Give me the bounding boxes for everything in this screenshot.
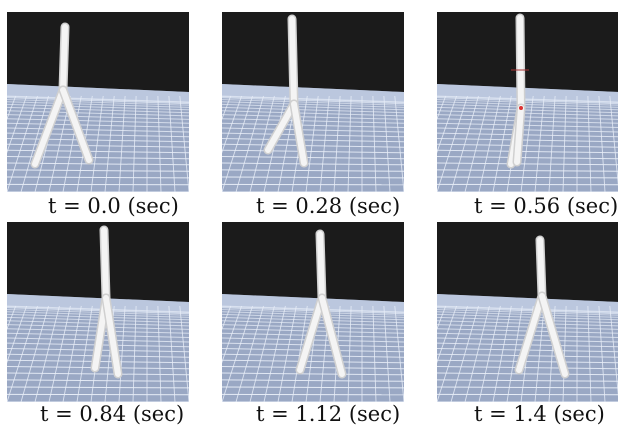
torso-stick	[63, 27, 65, 90]
frame-caption: t = 1.12 (sec)	[256, 402, 400, 426]
frame-1	[7, 12, 189, 192]
scene-svg	[437, 12, 618, 192]
right-leg	[517, 108, 521, 162]
simulation-panel	[7, 12, 189, 192]
scene-svg	[7, 222, 189, 402]
simulation-panel	[437, 12, 618, 192]
simulation-panel	[222, 222, 404, 402]
frame-4	[7, 222, 189, 402]
frame-caption: t = 0.28 (sec)	[256, 194, 400, 218]
frame-caption: t = 0.56 (sec)	[474, 194, 618, 218]
hip-marker	[519, 106, 523, 110]
frame-caption: t = 0.0 (sec)	[48, 194, 179, 218]
scene-svg	[437, 222, 618, 402]
frame-caption: t = 1.4 (sec)	[474, 402, 605, 426]
simulation-panel	[437, 222, 618, 402]
frame-caption: t = 0.84 (sec)	[40, 402, 184, 426]
scene-svg	[7, 12, 189, 192]
torso-stick	[540, 240, 542, 296]
simulation-panel	[222, 12, 404, 192]
scene-svg	[222, 12, 404, 192]
torso-stick	[520, 18, 521, 108]
torso-stick	[104, 230, 106, 298]
scene-svg	[222, 222, 404, 402]
simulation-panel	[7, 222, 189, 402]
frame-3	[437, 12, 618, 192]
frame-5	[222, 222, 404, 402]
frame-2	[222, 12, 404, 192]
torso-stick	[292, 19, 294, 104]
torso-stick	[320, 234, 322, 298]
frame-6	[437, 222, 618, 402]
